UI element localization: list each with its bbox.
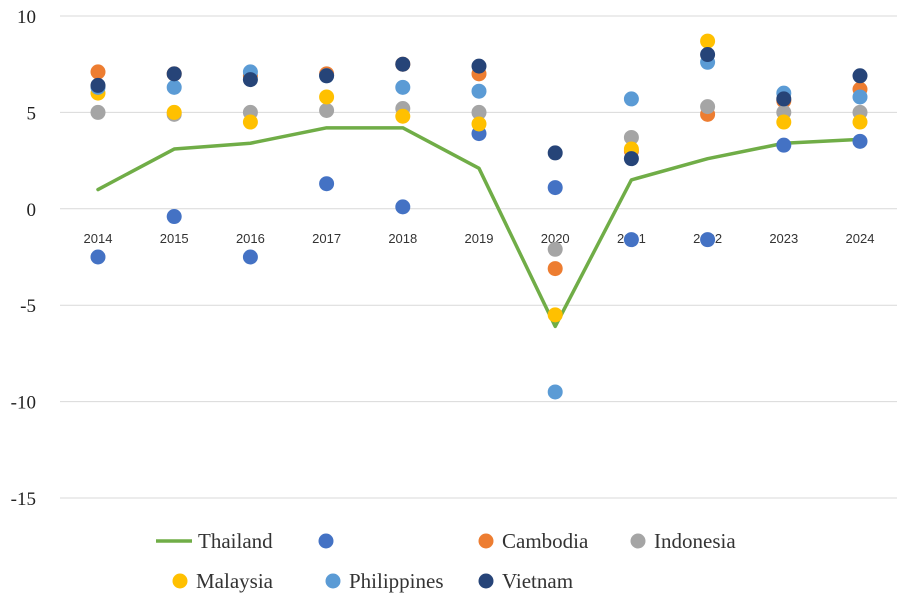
y-tick-label: -5 — [20, 296, 36, 317]
data-point — [471, 116, 487, 132]
data-point — [700, 99, 716, 115]
x-tick-label: 2024 — [846, 231, 875, 246]
data-point — [319, 68, 335, 84]
legend-label: Cambodia — [502, 529, 589, 553]
data-point — [852, 133, 868, 149]
legend-dot-swatch — [478, 533, 494, 549]
data-point — [242, 114, 258, 130]
legend-item: Philippines — [325, 569, 444, 593]
y-tick-label: 0 — [27, 200, 37, 221]
legend-dot-swatch — [478, 573, 494, 589]
data-point — [547, 261, 563, 277]
series-thailand — [96, 126, 862, 329]
data-point — [547, 307, 563, 323]
data-point — [242, 249, 258, 265]
data-point — [547, 180, 563, 196]
data-point — [166, 104, 182, 120]
data-point — [395, 56, 411, 72]
legend-dot-swatch — [630, 533, 646, 549]
legend-label: Malaysia — [196, 569, 274, 593]
legend-dot-swatch — [325, 573, 341, 589]
data-point — [700, 33, 716, 49]
data-point — [166, 79, 182, 95]
x-tick-label: 2014 — [84, 231, 113, 246]
x-axis: 2014201520162017201820192020202120222023… — [84, 231, 875, 246]
legend-item: Cambodia — [478, 529, 589, 553]
legend-item: Vietnam — [478, 569, 573, 593]
legend-dot-swatch — [318, 533, 334, 549]
data-point — [623, 129, 639, 145]
legend-item: Malaysia — [172, 569, 274, 593]
data-point — [90, 104, 106, 120]
data-point — [319, 176, 335, 192]
line-thailand — [96, 126, 862, 329]
y-axis: 10 5 0 -5 -10 -15 — [11, 7, 36, 510]
legend-label: Indonesia — [654, 529, 736, 553]
x-tick-label: 2019 — [465, 231, 494, 246]
data-point — [471, 104, 487, 120]
legend: Thailand Cambodia Indonesia Malaysia Philipp… — [156, 529, 736, 593]
y-tick-label: 5 — [27, 103, 37, 124]
data-point — [395, 79, 411, 95]
series-unnamed — [90, 126, 868, 265]
data-point — [90, 249, 106, 265]
data-point — [166, 209, 182, 225]
legend-item: Thailand — [156, 529, 273, 553]
data-point — [395, 199, 411, 215]
data-point — [90, 64, 106, 80]
data-point — [90, 77, 106, 93]
legend-item: Indonesia — [630, 529, 736, 553]
x-tick-label: 2015 — [160, 231, 189, 246]
data-point — [319, 102, 335, 118]
series-layer — [90, 33, 868, 400]
legend-dot-swatch — [172, 573, 188, 589]
x-tick-label: 2023 — [769, 231, 798, 246]
data-point — [852, 89, 868, 105]
data-point — [395, 108, 411, 124]
y-tick-label: 10 — [17, 7, 36, 28]
series-vietnam — [90, 47, 868, 167]
data-point — [166, 66, 182, 82]
data-point — [242, 72, 258, 88]
x-tick-label: 2020 — [541, 231, 570, 246]
data-point — [319, 89, 335, 105]
x-tick-label: 2017 — [312, 231, 341, 246]
legend-label: Vietnam — [502, 569, 573, 593]
data-point — [852, 68, 868, 84]
legend-label: Philippines — [349, 569, 444, 593]
data-point — [471, 58, 487, 74]
data-point — [547, 145, 563, 161]
data-point — [623, 232, 639, 248]
data-point — [623, 91, 639, 107]
data-point — [623, 151, 639, 167]
x-tick-label: 2016 — [236, 231, 265, 246]
data-point — [776, 114, 792, 130]
data-point — [852, 114, 868, 130]
legend-item — [318, 533, 334, 549]
data-point — [776, 137, 792, 153]
data-point — [547, 384, 563, 400]
data-point — [471, 83, 487, 99]
data-point — [776, 91, 792, 107]
legend-label: Thailand — [198, 529, 273, 553]
data-point — [700, 47, 716, 63]
gridlines — [60, 15, 897, 499]
y-tick-label: -10 — [11, 393, 36, 414]
x-tick-label: 2018 — [388, 231, 417, 246]
y-tick-label: -15 — [11, 489, 36, 510]
data-point — [700, 232, 716, 248]
data-point — [547, 241, 563, 257]
